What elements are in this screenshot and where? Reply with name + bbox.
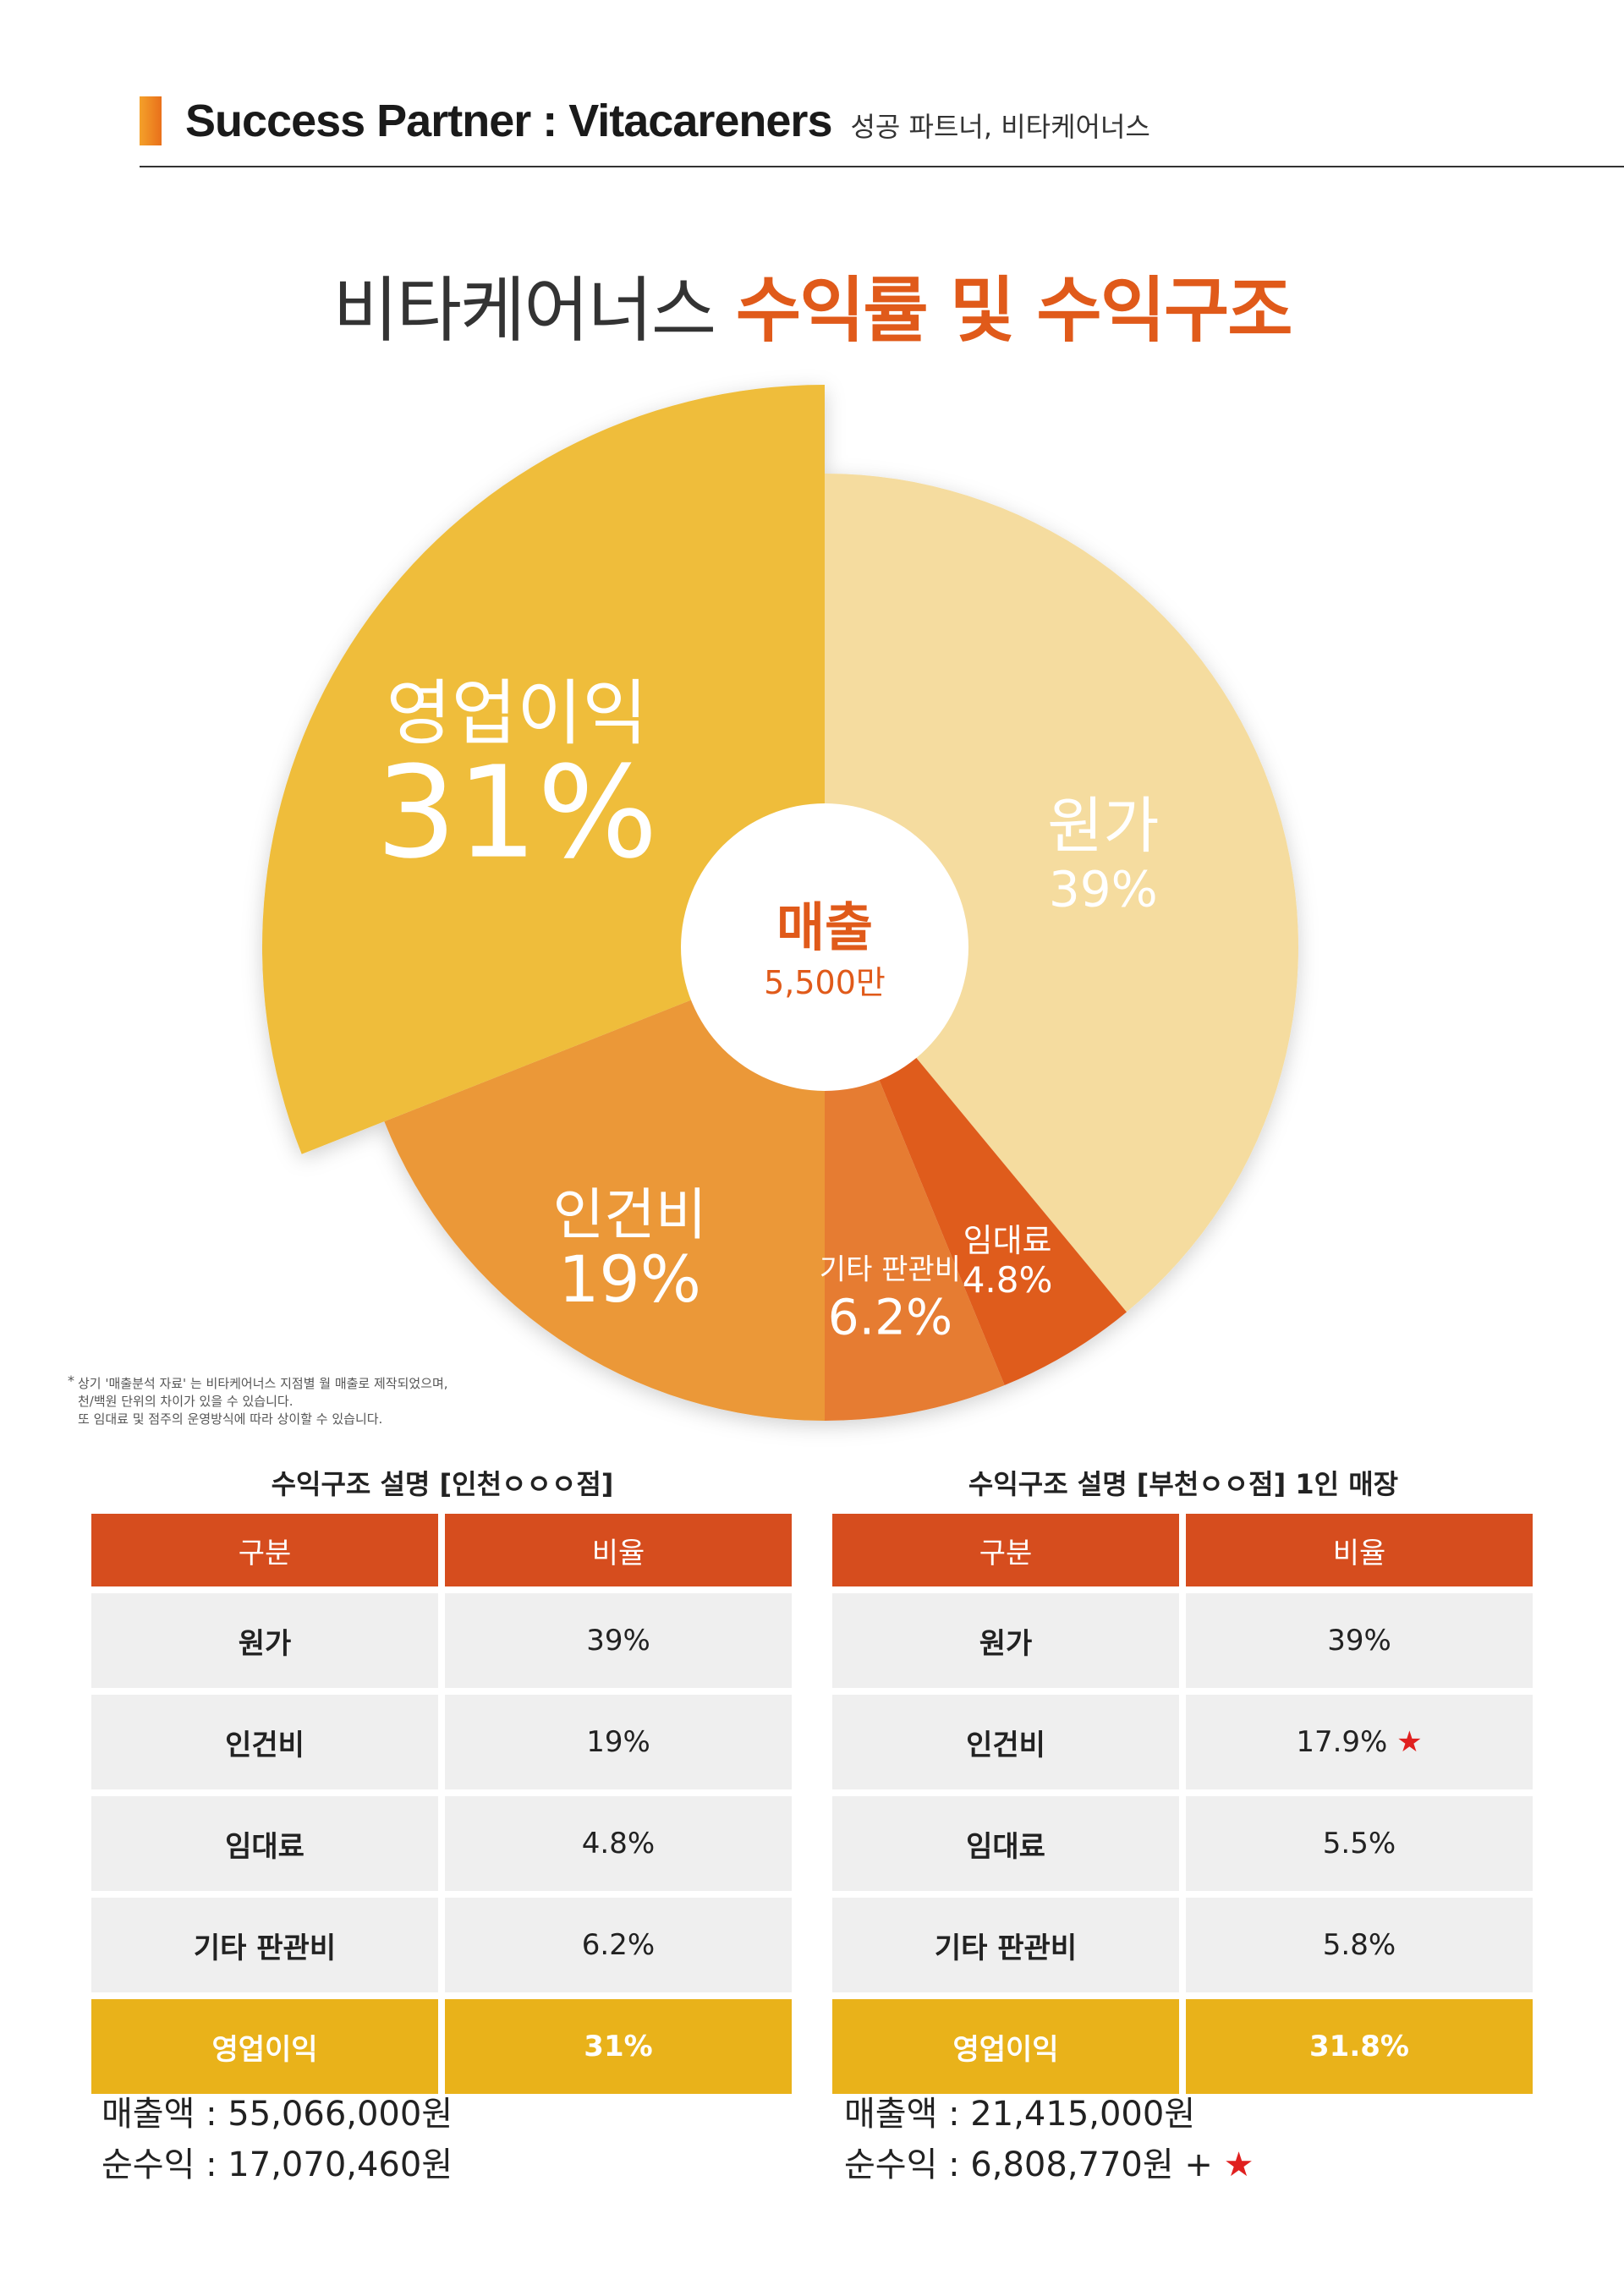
table-row: 원가 39%	[832, 1593, 1533, 1688]
table-header-row: 구분 비율	[91, 1514, 792, 1586]
revenue-amount: 매출액 : 55,066,000원	[102, 2095, 453, 2134]
profit-ratio: 31.8%	[1186, 1999, 1533, 2094]
pie-slice-label: 기타 판관비	[820, 1252, 961, 1286]
summary-bucheon: 매출액 : 21,415,000원 순수익 : 6,808,770원 + ★	[844, 2089, 1254, 2190]
header-divider	[140, 166, 1624, 167]
row-category: 원가	[91, 1593, 438, 1688]
table-row: 원가 39%	[91, 1593, 792, 1688]
profit-category: 영업이익	[832, 1999, 1179, 2094]
page-header: Success Partner : Vitacareners 성공 파트너, 비…	[140, 91, 1150, 151]
column-header-ratio: 비율	[445, 1514, 792, 1586]
row-ratio: 4.8%	[445, 1796, 792, 1891]
profit-row: 영업이익 31%	[91, 1999, 792, 2094]
pie-slice-label: 인건비	[552, 1182, 706, 1247]
row-ratio: 5.8%	[1186, 1898, 1533, 1992]
pie-slice-4	[384, 947, 825, 1422]
revenue-amount: 매출액 : 21,415,000원	[844, 2095, 1196, 2134]
table-row: 임대료 4.8%	[91, 1796, 792, 1891]
table-row: 기타 판관비 5.8%	[832, 1898, 1533, 1992]
row-category: 원가	[832, 1593, 1179, 1688]
footnote: * 상기 '매출분석 자료' 는 비타케어너스 지점별 월 매출로 제작되었으며…	[68, 1373, 448, 1428]
pie-slice-label: 원가	[1047, 790, 1159, 861]
profit-ratio: 31%	[445, 1999, 792, 2094]
footnote-line: 천/백원 단위의 차이가 있을 수 있습니다.	[78, 1394, 294, 1409]
row-ratio: 17.9% ★	[1186, 1695, 1533, 1789]
row-ratio: 6.2%	[445, 1898, 792, 1992]
footnote-line: 또 임대료 및 점주의 운영방식에 따라 상이할 수 있습니다.	[78, 1411, 383, 1427]
header-accent-bar	[140, 96, 162, 145]
net-profit-amount: 순수익 : 6,808,770원 +	[844, 2145, 1213, 2184]
pie-slice-1	[825, 474, 1299, 1312]
pie-center-hole	[681, 803, 968, 1091]
pie-center-label: 매출	[776, 896, 873, 958]
row-category: 인건비	[832, 1695, 1179, 1789]
pie-slice-label: 임대료	[963, 1222, 1052, 1259]
pie-slice-value: 19%	[558, 1241, 701, 1317]
row-ratio: 19%	[445, 1695, 792, 1789]
pie-slice-label: 영업이익	[387, 672, 648, 755]
net-profit-amount: 순수익 : 17,070,460원	[102, 2145, 453, 2184]
table-row: 기타 판관비 6.2%	[91, 1898, 792, 1992]
table-row: 임대료 5.5%	[832, 1796, 1533, 1891]
star-icon: ★	[1396, 1725, 1423, 1759]
revenue-table-bucheon: 구분 비율 원가 39% 인건비 17.9% ★ 임대료 5.5% 기타 판관비…	[826, 1507, 1539, 2101]
pie-slice-value: 4.8%	[963, 1259, 1053, 1301]
table-row: 인건비 17.9% ★	[832, 1695, 1533, 1789]
summary-incheon: 매출액 : 55,066,000원 순수익 : 17,070,460원	[102, 2089, 453, 2190]
pie-slice-value: 31%	[376, 740, 657, 887]
footnote-asterisk: *	[68, 1373, 74, 1389]
profit-row: 영업이익 31.8%	[832, 1999, 1533, 2094]
row-category: 기타 판관비	[832, 1898, 1179, 1992]
table-caption-bucheon: 수익구조 설명 [부천ㅇㅇ점] 1인 매장	[968, 1468, 1399, 1500]
row-category: 기타 판관비	[91, 1898, 438, 1992]
net-profit-line: 순수익 : 6,808,770원 + ★	[844, 2140, 1254, 2190]
row-category: 임대료	[832, 1796, 1179, 1891]
main-title: 비타케어너스 수익률 및 수익구조	[0, 254, 1624, 356]
column-header-category: 구분	[91, 1514, 438, 1586]
row-ratio: 5.5%	[1186, 1796, 1533, 1891]
column-header-ratio: 비율	[1186, 1514, 1533, 1586]
star-icon: ★	[1223, 2145, 1254, 2184]
pie-slice-value: 6.2%	[828, 1288, 952, 1345]
table-row: 인건비 19%	[91, 1695, 792, 1789]
footnote-line: 상기 '매출분석 자료' 는 비타케어너스 지점별 월 매출로 제작되었으며,	[78, 1376, 448, 1391]
row-category: 임대료	[91, 1796, 438, 1891]
revenue-table-incheon: 구분 비율 원가 39% 인건비 19% 임대료 4.8% 기타 판관비 6.2…	[85, 1507, 798, 2101]
column-header-category: 구분	[832, 1514, 1179, 1586]
main-title-part1: 비타케어너스	[332, 269, 716, 352]
profit-category: 영업이익	[91, 1999, 438, 2094]
main-title-part2: 수익률 및 수익구조	[735, 269, 1293, 352]
row-category: 인건비	[91, 1695, 438, 1789]
table-caption-incheon: 수익구조 설명 [인천ㅇㅇㅇ점]	[271, 1468, 614, 1500]
header-subtitle: 성공 파트너, 비타케어너스	[850, 111, 1150, 143]
row-ratio: 39%	[445, 1593, 792, 1688]
header-title: Success Partner : Vitacareners	[185, 96, 832, 146]
row-ratio: 39%	[1186, 1593, 1533, 1688]
row-ratio-value: 17.9%	[1296, 1725, 1388, 1759]
table-header-row: 구분 비율	[832, 1514, 1533, 1586]
pie-slice-value: 39%	[1049, 860, 1158, 918]
pie-center-value: 5,500만	[764, 964, 886, 1001]
